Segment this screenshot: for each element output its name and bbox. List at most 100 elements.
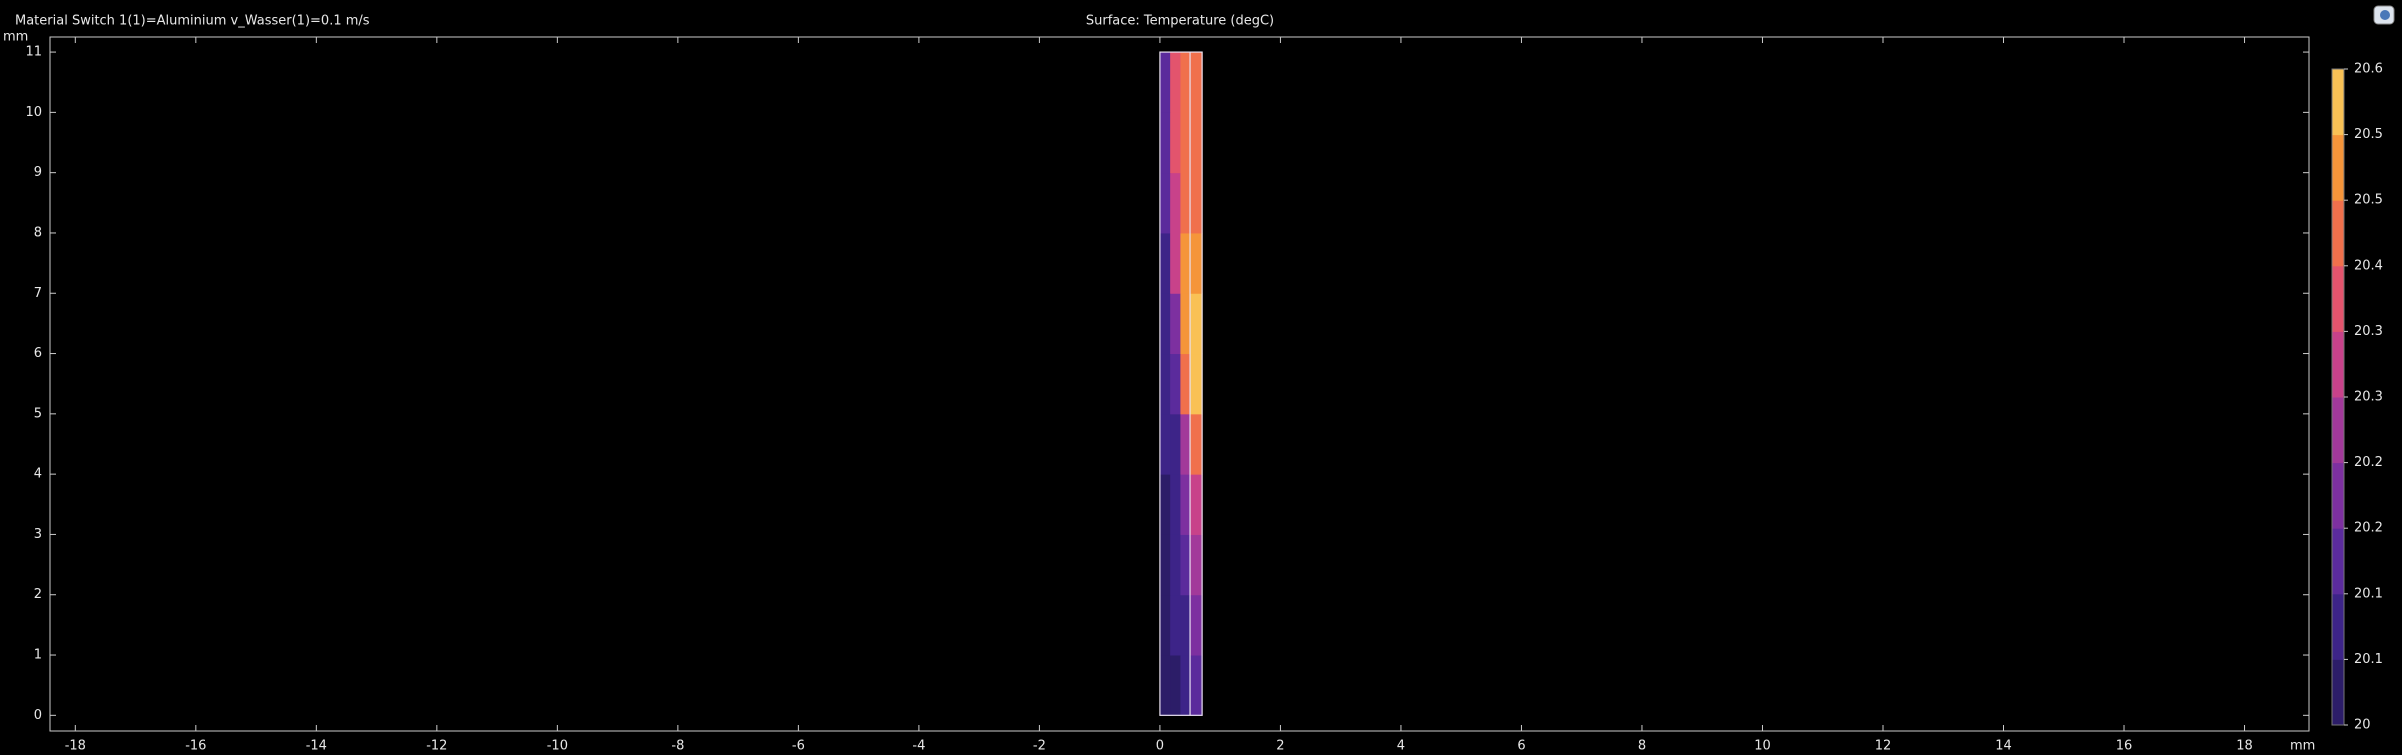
surface-cell (1170, 474, 1181, 535)
chart-subtitle: Material Switch 1(1)=Aluminium v_Wasser(… (15, 14, 370, 29)
surface-cell (1190, 413, 1203, 475)
domain-outline (1159, 51, 1203, 716)
surface-cell (1170, 112, 1181, 174)
colorbar-tick-label: 20.2 (2354, 455, 2383, 470)
x-tick-label: -8 (671, 739, 684, 754)
y-tick-label: 11 (25, 45, 42, 60)
x-tick-label: -18 (65, 739, 86, 754)
surface-cell (1180, 534, 1191, 596)
x-tick-label: 16 (2116, 739, 2133, 754)
x-unit: mm (2290, 739, 2315, 754)
surface-cell (1190, 594, 1203, 656)
surface-cell (1190, 172, 1203, 234)
colorbar-segment (2332, 200, 2344, 267)
colorbar-tick-label: 20.3 (2354, 324, 2383, 339)
colorbar-segment (2332, 659, 2344, 726)
surface-cell (1170, 353, 1181, 415)
colorbar-segment (2332, 397, 2344, 464)
y-tick-label: 3 (34, 527, 42, 542)
surface-cell (1159, 52, 1171, 113)
surface-cell (1170, 52, 1181, 113)
y-tick-label: 4 (34, 467, 42, 482)
x-tick-label: 10 (1754, 739, 1771, 754)
surface-cell (1190, 353, 1203, 415)
colorbar-segment (2332, 462, 2344, 529)
colorbar-segment (2332, 331, 2344, 398)
colorbar-segment (2332, 265, 2344, 332)
surface-cell (1170, 594, 1181, 656)
y-tick-label: 6 (34, 346, 42, 361)
colorbar-tick-label: 20.5 (2354, 193, 2383, 208)
y-tick-label: 2 (34, 587, 42, 602)
surface-cell (1170, 293, 1181, 355)
surface-cell (1159, 232, 1171, 294)
x-tick-label: -4 (912, 739, 925, 754)
chart-title: Surface: Temperature (degC) (1086, 14, 1274, 29)
surface-cell (1190, 52, 1203, 113)
x-tick-label: -12 (426, 739, 447, 754)
surface-cell (1159, 112, 1171, 174)
surface-cell (1180, 353, 1191, 415)
y-tick-label: 7 (34, 286, 42, 301)
y-tick-label: 9 (34, 165, 42, 180)
surface-cell (1190, 655, 1203, 716)
colorbar-tick-label: 20.3 (2354, 390, 2383, 405)
surface-cell (1190, 112, 1203, 174)
surface-cell (1170, 232, 1181, 294)
colorbar-tick-label: 20.1 (2354, 586, 2383, 601)
surface-cell (1180, 594, 1191, 656)
surface-cell (1180, 112, 1191, 174)
x-tick-label: -6 (792, 739, 805, 754)
icon-dot[interactable] (2380, 10, 2390, 20)
colorbar-tick-label: 20.6 (2354, 62, 2383, 77)
surface-cell (1190, 232, 1203, 294)
colorbar-tick-label: 20.1 (2354, 652, 2383, 667)
x-tick-label: 2 (1276, 739, 1284, 754)
y-tick-label: 5 (34, 406, 42, 421)
surface-cell (1180, 172, 1191, 234)
x-tick-label: 6 (1517, 739, 1525, 754)
surface-cell (1159, 474, 1171, 535)
surface-cell (1180, 474, 1191, 535)
colorbar-segment (2332, 528, 2344, 595)
y-tick-label: 1 (34, 648, 42, 663)
surface-cell (1170, 172, 1181, 234)
x-tick-label: 12 (1875, 739, 1892, 754)
surface-cell (1180, 232, 1191, 294)
colorbar-segment (2332, 69, 2344, 136)
x-tick-label: 18 (2236, 739, 2253, 754)
surface-cell (1190, 534, 1203, 596)
surface-cell (1180, 52, 1191, 113)
colorbar-tick-label: 20.4 (2354, 258, 2383, 273)
surface-cell (1159, 172, 1171, 234)
surface-cell (1170, 534, 1181, 596)
y-tick-label: 0 (34, 708, 42, 723)
surface-cell (1180, 413, 1191, 475)
colorbar-segment (2332, 134, 2344, 201)
surface-cell (1159, 353, 1171, 415)
colorbar-segment (2332, 593, 2344, 660)
colorbar-tick-label: 20.2 (2354, 521, 2383, 536)
y-tick-label: 8 (34, 225, 42, 240)
colorbar-tick-label: 20.5 (2354, 127, 2383, 142)
x-tick-label: -14 (306, 739, 327, 754)
surface-cell (1159, 655, 1171, 716)
surface-cell (1159, 594, 1171, 656)
y-unit: mm (3, 30, 28, 45)
colorbar-tick-label: 20 (2354, 718, 2371, 733)
x-tick-label: 0 (1156, 739, 1164, 754)
surface-cell (1170, 655, 1181, 716)
view-icon[interactable] (2373, 5, 2395, 25)
x-tick-label: 4 (1397, 739, 1405, 754)
plot-frame (49, 36, 2310, 732)
x-tick-label: -2 (1033, 739, 1046, 754)
x-tick-label: -10 (547, 739, 568, 754)
surface-cell (1180, 293, 1191, 355)
x-tick-label: 14 (1995, 739, 2012, 754)
x-tick-label: 8 (1638, 739, 1646, 754)
surface-cell (1159, 413, 1171, 475)
surface-cell (1190, 474, 1203, 535)
x-tick-label: -16 (185, 739, 206, 754)
